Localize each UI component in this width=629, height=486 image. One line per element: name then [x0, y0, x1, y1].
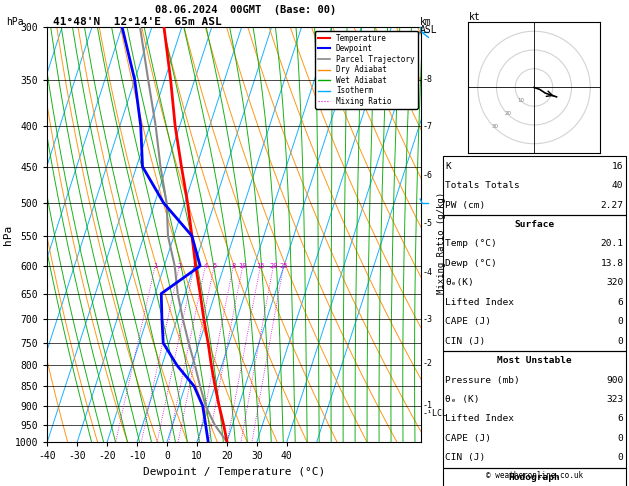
Text: K: K	[445, 162, 451, 171]
Text: CAPE (J): CAPE (J)	[445, 434, 491, 443]
Text: 16: 16	[612, 162, 623, 171]
Text: 0: 0	[618, 453, 623, 462]
Text: Lifted Index: Lifted Index	[445, 298, 515, 307]
Text: 08.06.2024  00GMT  (Base: 00): 08.06.2024 00GMT (Base: 00)	[155, 5, 336, 15]
Text: θₑ (K): θₑ (K)	[445, 395, 480, 404]
Text: 5: 5	[212, 263, 216, 269]
Text: Totals Totals: Totals Totals	[445, 181, 520, 190]
Text: 0: 0	[618, 337, 623, 346]
Text: 25: 25	[279, 263, 288, 269]
Text: 10: 10	[518, 98, 525, 103]
Text: PW (cm): PW (cm)	[445, 201, 486, 209]
Text: -2: -2	[422, 359, 432, 367]
Text: hPa: hPa	[6, 17, 24, 27]
Text: 30: 30	[491, 124, 498, 129]
Text: 0: 0	[618, 317, 623, 326]
Text: CIN (J): CIN (J)	[445, 453, 486, 462]
Text: Lifted Index: Lifted Index	[445, 415, 515, 423]
Legend: Temperature, Dewpoint, Parcel Trajectory, Dry Adiabat, Wet Adiabat, Isotherm, Mi: Temperature, Dewpoint, Parcel Trajectory…	[315, 31, 418, 109]
Y-axis label: hPa: hPa	[3, 225, 13, 244]
Text: 20.1: 20.1	[600, 240, 623, 248]
Text: Dewp (°C): Dewp (°C)	[445, 259, 497, 268]
X-axis label: Dewpoint / Temperature (°C): Dewpoint / Temperature (°C)	[143, 467, 325, 477]
Text: 10: 10	[238, 263, 247, 269]
Text: Surface: Surface	[515, 220, 554, 229]
Text: 15: 15	[256, 263, 265, 269]
Text: -4: -4	[422, 268, 432, 278]
Text: θₑ(K): θₑ(K)	[445, 278, 474, 287]
Text: 13.8: 13.8	[600, 259, 623, 268]
Text: 41°48'N  12°14'E  65m ASL: 41°48'N 12°14'E 65m ASL	[53, 17, 222, 27]
Text: 2: 2	[177, 263, 181, 269]
Text: -8: -8	[422, 75, 432, 85]
Text: Pressure (mb): Pressure (mb)	[445, 376, 520, 384]
Text: -1: -1	[422, 400, 432, 410]
Text: 320: 320	[606, 278, 623, 287]
Text: -7: -7	[422, 122, 432, 131]
Text: 6: 6	[618, 298, 623, 307]
Text: © weatheronline.co.uk: © weatheronline.co.uk	[486, 471, 583, 480]
Text: 40: 40	[612, 181, 623, 190]
Text: Hodograph: Hodograph	[508, 473, 560, 482]
Text: 20: 20	[504, 111, 511, 116]
Text: 3: 3	[192, 263, 196, 269]
Text: CIN (J): CIN (J)	[445, 337, 486, 346]
Text: ASL: ASL	[420, 25, 437, 35]
Text: 4: 4	[203, 263, 208, 269]
Text: 6: 6	[618, 415, 623, 423]
Text: CAPE (J): CAPE (J)	[445, 317, 491, 326]
Text: 8: 8	[231, 263, 235, 269]
Text: Mixing Ratio (g/kg): Mixing Ratio (g/kg)	[437, 192, 446, 294]
Text: 0: 0	[618, 434, 623, 443]
Text: Temp (°C): Temp (°C)	[445, 240, 497, 248]
Text: 2.27: 2.27	[600, 201, 623, 209]
Text: 323: 323	[606, 395, 623, 404]
Text: -6: -6	[422, 171, 432, 180]
Text: Most Unstable: Most Unstable	[497, 356, 572, 365]
Text: 20: 20	[269, 263, 277, 269]
Text: kt: kt	[469, 12, 480, 22]
Text: 900: 900	[606, 376, 623, 384]
Text: 1: 1	[153, 263, 157, 269]
Text: -3: -3	[422, 314, 432, 324]
Text: -¹LCL: -¹LCL	[422, 409, 447, 418]
Text: km: km	[420, 17, 431, 27]
Text: -5: -5	[422, 219, 432, 228]
